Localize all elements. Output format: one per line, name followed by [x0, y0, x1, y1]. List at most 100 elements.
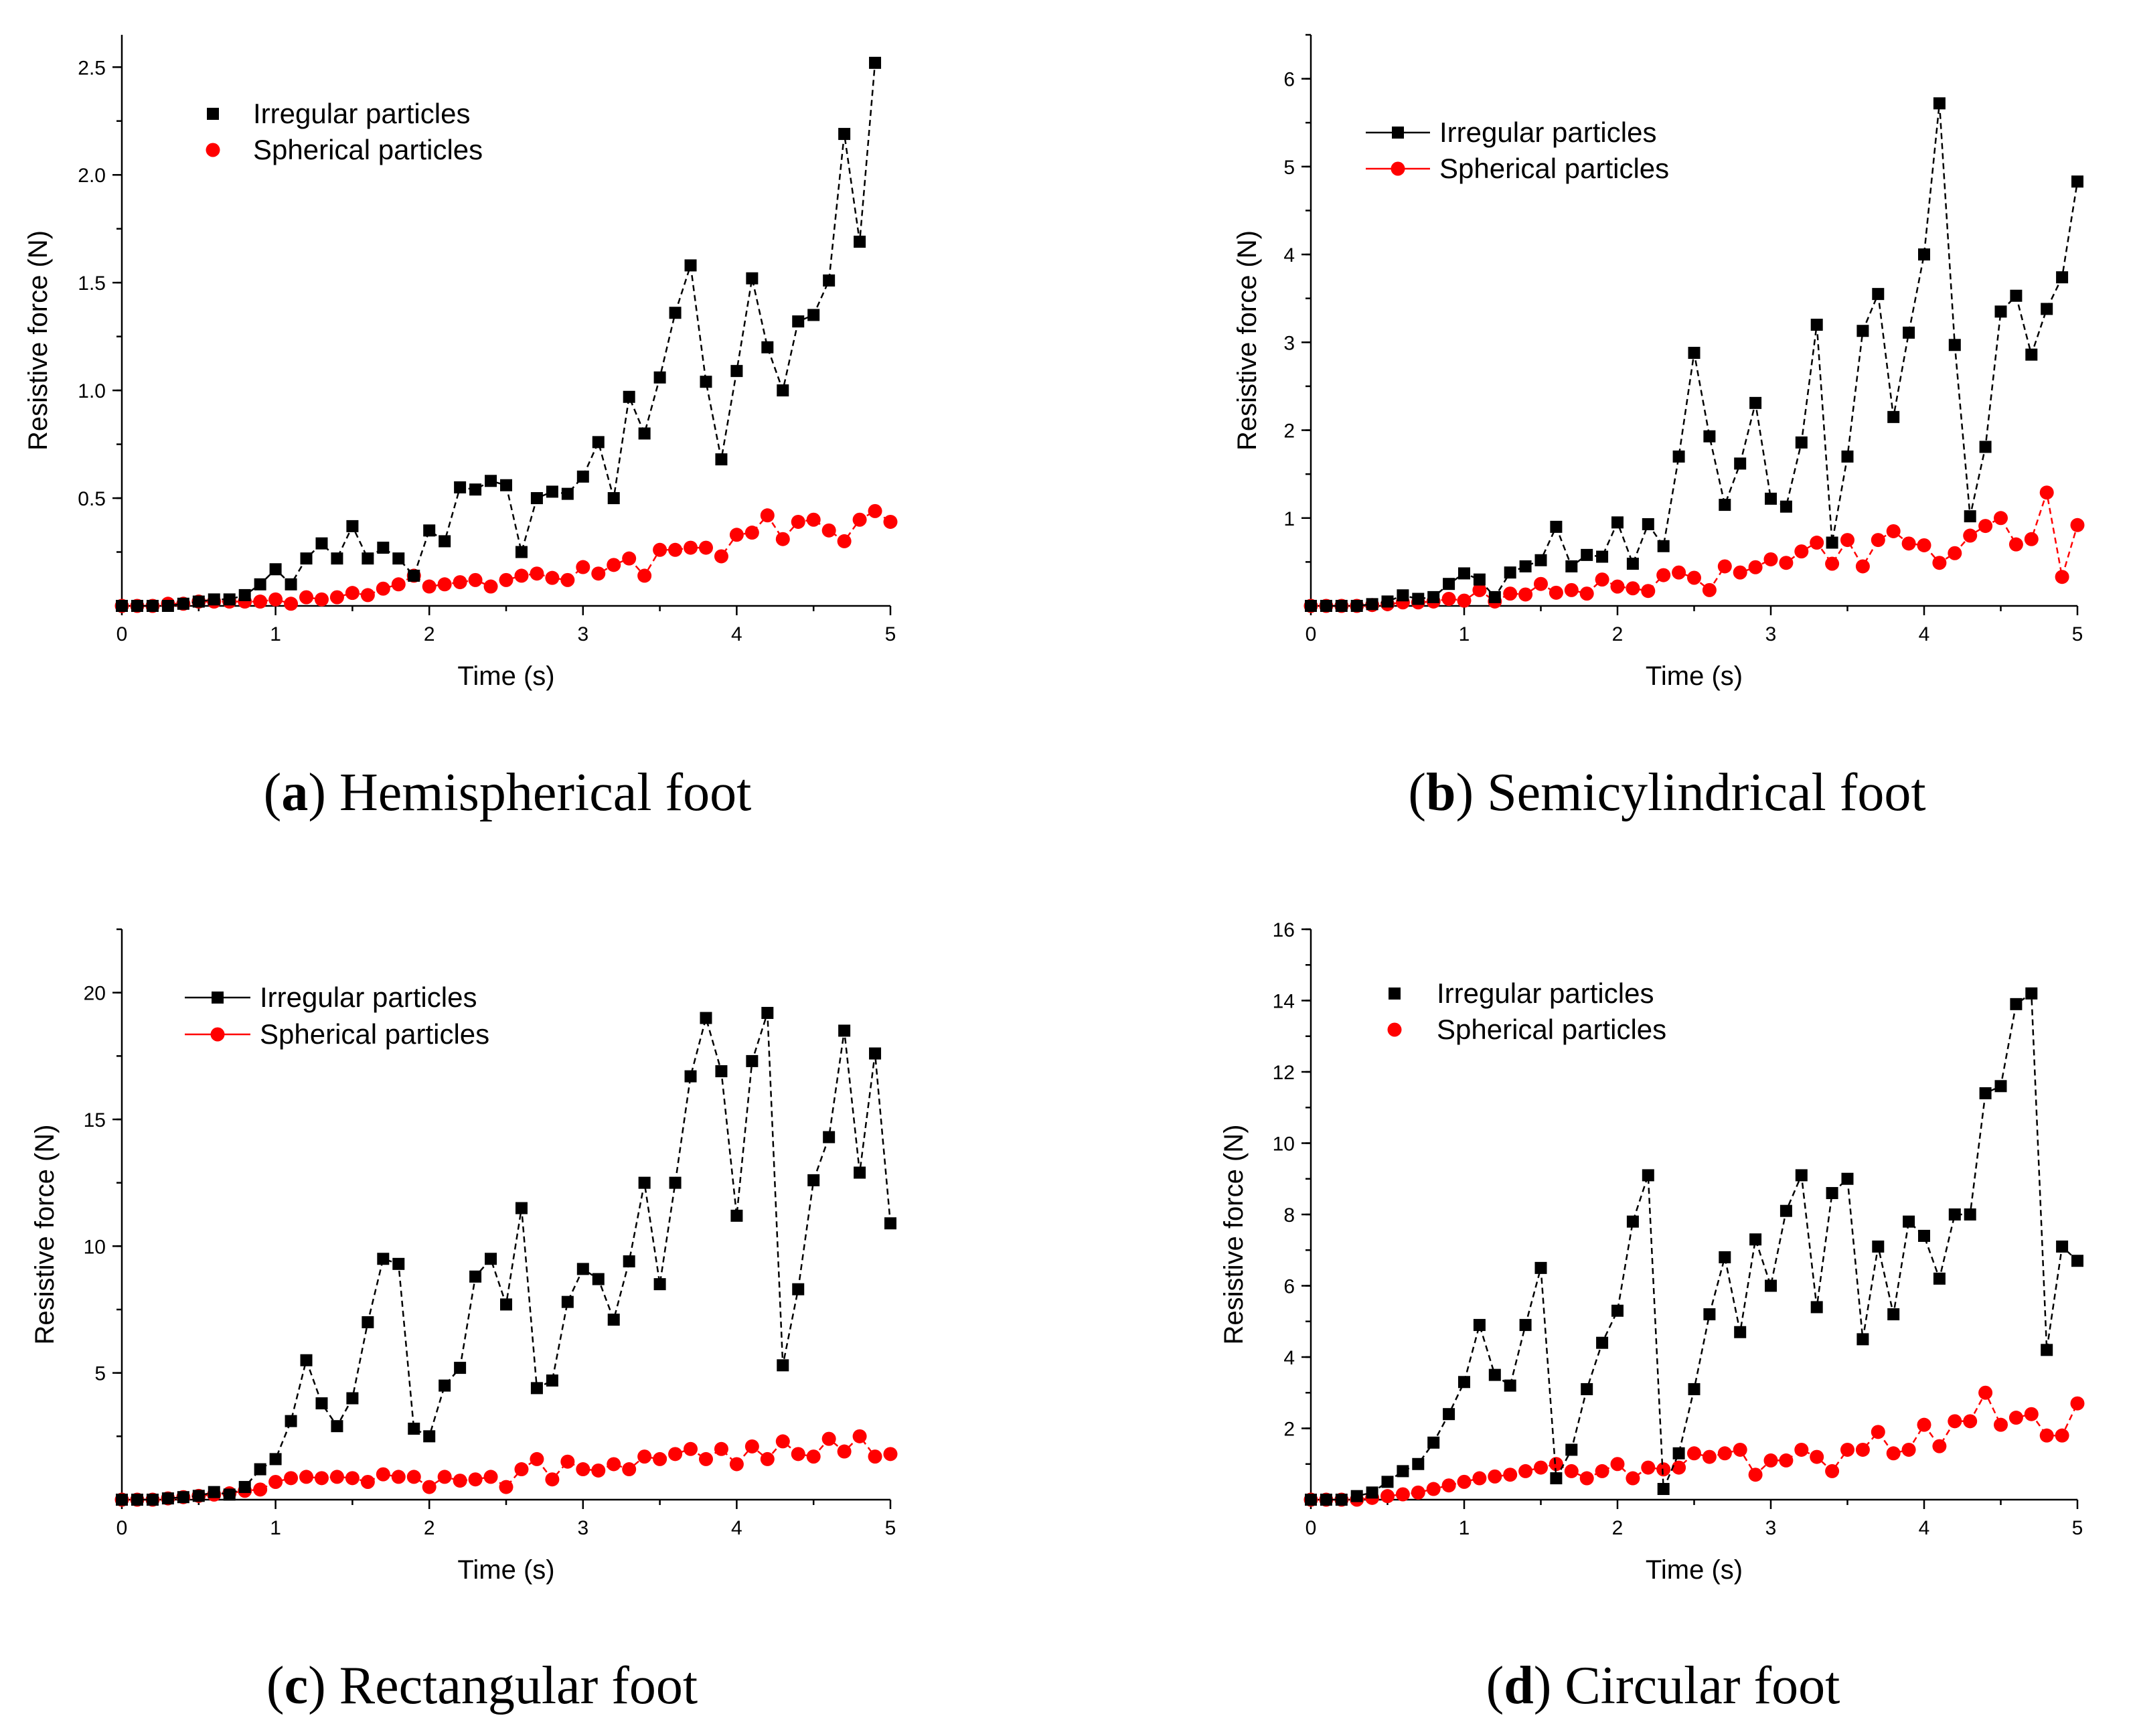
data-point-irregular	[561, 1295, 574, 1308]
data-point-irregular	[1550, 520, 1563, 533]
data-point-irregular	[1412, 593, 1425, 605]
data-point-irregular	[331, 552, 343, 565]
data-point-irregular	[1611, 1304, 1624, 1317]
data-point-spherical	[1978, 1385, 1993, 1400]
data-point-irregular	[146, 600, 159, 612]
data-point-irregular	[1826, 536, 1838, 549]
data-point-irregular	[1948, 1208, 1961, 1220]
data-point-irregular	[1458, 567, 1470, 580]
data-point-irregular	[1841, 450, 1854, 463]
legend-marker-spherical	[210, 1027, 225, 1042]
data-point-irregular	[346, 520, 359, 532]
data-point-spherical	[791, 1447, 805, 1462]
x-tick-label: 1	[1459, 623, 1470, 645]
x-tick-label: 2	[424, 623, 435, 645]
panel-caption-a: (a) Hemispherical foot	[264, 763, 752, 822]
data-point-spherical	[1779, 1453, 1794, 1468]
data-point-spherical	[1932, 1439, 1947, 1453]
data-point-spherical	[376, 581, 390, 596]
data-point-spherical	[314, 1471, 329, 1486]
data-point-irregular	[1810, 1301, 1823, 1314]
caption-letter: b	[1426, 763, 1456, 822]
data-point-spherical	[1702, 582, 1717, 597]
data-point-irregular	[530, 492, 543, 505]
caption-open-paren: (	[1486, 1656, 1504, 1715]
data-point-irregular	[238, 588, 251, 601]
data-point-irregular	[208, 1486, 220, 1498]
data-point-irregular	[346, 1392, 359, 1405]
data-point-spherical	[837, 1444, 852, 1459]
data-point-spherical	[698, 540, 713, 555]
data-point-spherical	[1948, 1414, 1962, 1429]
data-point-spherical	[483, 579, 498, 594]
data-point-spherical	[2024, 1407, 2039, 1421]
legend-label-spherical: Spherical particles	[260, 1018, 489, 1050]
data-point-spherical	[2039, 1428, 2054, 1443]
data-point-irregular	[638, 427, 651, 440]
data-point-irregular	[623, 1255, 635, 1268]
data-point-irregular	[315, 537, 328, 550]
data-point-irregular	[792, 1283, 805, 1295]
data-point-irregular	[254, 578, 266, 590]
panel-b: 0 1 2 3 4 5 1 2 3 4 5 6 Time (s) Resistive force (N) I…	[1233, 33, 2085, 822]
data-point-spherical	[1672, 1460, 1686, 1475]
data-point-spherical	[376, 1467, 390, 1482]
data-point-spherical	[576, 1462, 590, 1477]
data-point-spherical	[253, 1482, 268, 1497]
data-point-irregular	[684, 259, 697, 272]
y-axis-title: Resistive force (N)	[23, 230, 53, 451]
data-point-spherical	[806, 512, 821, 527]
data-point-spherical	[729, 528, 744, 542]
data-point-spherical	[345, 586, 360, 601]
data-point-irregular	[2025, 987, 2038, 1000]
data-point-spherical	[684, 1441, 698, 1456]
data-point-spherical	[1672, 565, 1686, 580]
data-point-spherical	[1963, 528, 1978, 543]
data-point-irregular	[1397, 1465, 1409, 1478]
data-point-spherical	[284, 597, 299, 611]
data-point-irregular	[884, 1217, 896, 1230]
data-point-spherical	[530, 566, 544, 581]
data-point-irregular	[1305, 1494, 1317, 1506]
data-point-irregular	[869, 1047, 882, 1060]
data-point-irregular	[761, 1006, 774, 1019]
data-point-spherical	[514, 568, 529, 583]
caption-open-paren: (	[1408, 763, 1426, 822]
data-point-spherical	[1426, 1482, 1441, 1496]
data-point-irregular	[1596, 550, 1609, 563]
data-point-irregular	[1381, 1476, 1394, 1488]
data-point-irregular	[1734, 457, 1747, 470]
data-point-spherical	[499, 572, 513, 587]
data-point-irregular	[1550, 1472, 1563, 1485]
data-point-spherical	[1549, 585, 1563, 600]
data-point-irregular	[700, 1012, 712, 1024]
data-point-irregular	[823, 274, 836, 287]
data-point-spherical	[1871, 533, 1885, 548]
data-point-irregular	[1672, 1447, 1685, 1459]
data-point-irregular	[807, 309, 820, 321]
data-point-spherical	[1994, 1417, 2008, 1432]
data-point-irregular	[1534, 1261, 1547, 1274]
data-point-irregular	[1918, 248, 1930, 261]
data-point-irregular	[2010, 289, 2023, 302]
data-point-irregular	[1795, 1169, 1808, 1182]
data-point-spherical	[1564, 582, 1579, 597]
data-point-irregular	[669, 307, 682, 319]
data-point-spherical	[1534, 1460, 1548, 1475]
data-point-spherical	[1472, 1471, 1487, 1486]
legend-marker-spherical	[1391, 161, 1405, 176]
data-point-irregular	[1565, 560, 1578, 572]
data-point-spherical	[775, 532, 790, 546]
data-point-spherical	[1457, 593, 1472, 608]
data-point-irregular	[485, 1253, 497, 1265]
data-point-spherical	[1579, 586, 1594, 601]
x-tick-label: 0	[1306, 1517, 1317, 1539]
data-point-spherical	[591, 566, 606, 581]
data-point-irregular	[715, 453, 728, 466]
data-point-spherical	[1380, 1489, 1395, 1504]
data-point-irregular	[730, 1209, 743, 1222]
data-point-spherical	[406, 1470, 421, 1484]
y-tick-label: 1	[1283, 508, 1295, 530]
data-point-irregular	[869, 56, 882, 69]
